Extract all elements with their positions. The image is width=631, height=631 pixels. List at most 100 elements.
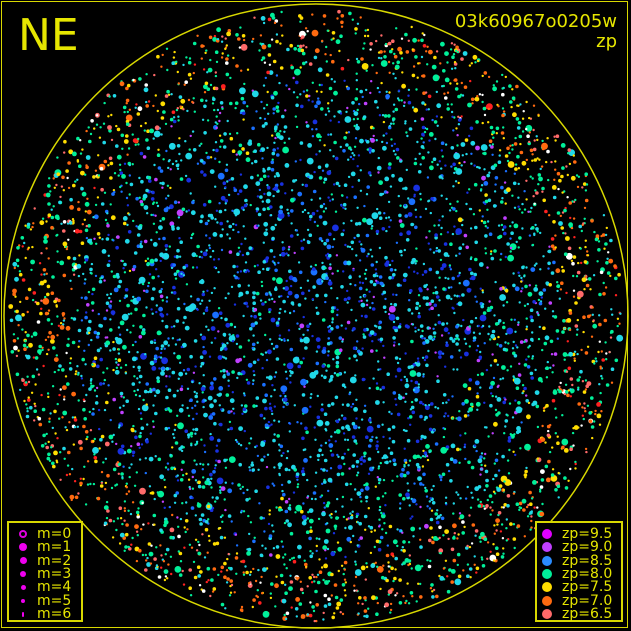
star-point xyxy=(327,196,330,199)
star-point xyxy=(452,368,455,371)
star-point xyxy=(356,521,359,524)
star-point xyxy=(53,370,56,374)
star-point xyxy=(536,138,539,142)
star-point xyxy=(243,394,246,397)
star-point xyxy=(370,263,375,267)
star-point xyxy=(427,349,430,353)
star-point xyxy=(340,564,344,567)
star-point xyxy=(165,47,169,50)
star-point xyxy=(198,543,201,547)
star-point xyxy=(313,426,316,429)
star-point xyxy=(488,171,491,174)
star-point xyxy=(224,208,227,212)
star-point xyxy=(235,64,239,68)
star-point xyxy=(517,271,520,274)
star-point xyxy=(327,329,332,333)
star-point xyxy=(229,136,234,141)
star-point xyxy=(224,347,228,351)
star-point xyxy=(463,525,466,529)
star-point xyxy=(102,122,106,125)
star-point xyxy=(375,400,380,405)
star-point xyxy=(447,469,451,473)
star-point xyxy=(556,211,561,215)
star-point xyxy=(455,209,458,213)
star-point xyxy=(291,303,295,306)
star-point xyxy=(538,291,544,296)
star-point xyxy=(224,296,227,300)
star-point xyxy=(319,204,324,209)
star-point xyxy=(166,313,169,316)
star-point xyxy=(40,299,43,302)
star-point xyxy=(212,311,220,319)
star-point xyxy=(96,232,101,236)
star-point xyxy=(53,299,57,304)
star-point xyxy=(130,312,133,315)
star-point xyxy=(61,312,66,316)
star-point xyxy=(10,350,15,354)
star-point xyxy=(456,294,459,298)
star-point xyxy=(196,162,200,165)
star-point xyxy=(91,363,94,366)
star-point xyxy=(581,380,585,383)
star-point xyxy=(174,423,177,427)
star-point xyxy=(247,141,253,147)
star-point xyxy=(88,319,92,324)
star-point xyxy=(279,394,282,398)
star-point xyxy=(412,65,416,68)
star-point xyxy=(357,612,360,615)
star-point xyxy=(334,210,338,213)
star-point xyxy=(153,73,156,77)
star-point xyxy=(105,301,110,306)
star-point xyxy=(460,115,463,118)
star-point xyxy=(220,565,225,570)
star-point xyxy=(79,446,83,451)
star-point xyxy=(358,102,361,106)
star-point xyxy=(352,157,355,161)
star-point xyxy=(311,573,314,576)
star-point xyxy=(268,308,272,312)
star-point xyxy=(454,180,458,183)
star-point xyxy=(558,385,561,389)
star-point xyxy=(267,53,272,57)
star-point xyxy=(600,350,603,353)
star-point xyxy=(562,319,566,323)
star-point xyxy=(309,529,313,533)
star-point xyxy=(419,595,423,599)
star-point xyxy=(185,283,189,286)
star-point xyxy=(513,223,519,229)
star-point xyxy=(48,459,52,462)
star-point xyxy=(556,435,559,438)
star-point xyxy=(213,399,217,403)
star-point xyxy=(493,190,497,193)
star-point xyxy=(515,84,519,89)
star-point xyxy=(306,157,314,165)
star-point xyxy=(205,49,208,52)
star-point xyxy=(261,302,265,306)
star-point xyxy=(375,229,380,234)
star-point xyxy=(465,152,468,156)
star-point xyxy=(87,126,90,129)
star-point xyxy=(480,372,485,376)
star-point xyxy=(297,364,302,369)
star-point xyxy=(428,507,432,510)
star-point xyxy=(93,437,97,441)
star-point xyxy=(363,101,368,106)
star-point xyxy=(423,130,427,134)
star-point xyxy=(55,234,58,237)
star-point xyxy=(496,397,502,402)
star-point xyxy=(500,506,504,509)
star-point xyxy=(80,296,84,299)
star-point xyxy=(343,568,346,571)
star-point xyxy=(159,351,163,355)
star-point xyxy=(313,580,316,583)
star-point xyxy=(616,334,624,342)
star-point xyxy=(379,337,384,342)
star-point xyxy=(141,330,146,336)
star-point xyxy=(326,107,330,110)
star-point xyxy=(366,425,374,433)
star-point xyxy=(444,559,448,562)
star-point xyxy=(284,109,287,112)
star-point xyxy=(137,106,143,112)
star-point xyxy=(203,450,207,454)
star-point xyxy=(444,365,447,368)
